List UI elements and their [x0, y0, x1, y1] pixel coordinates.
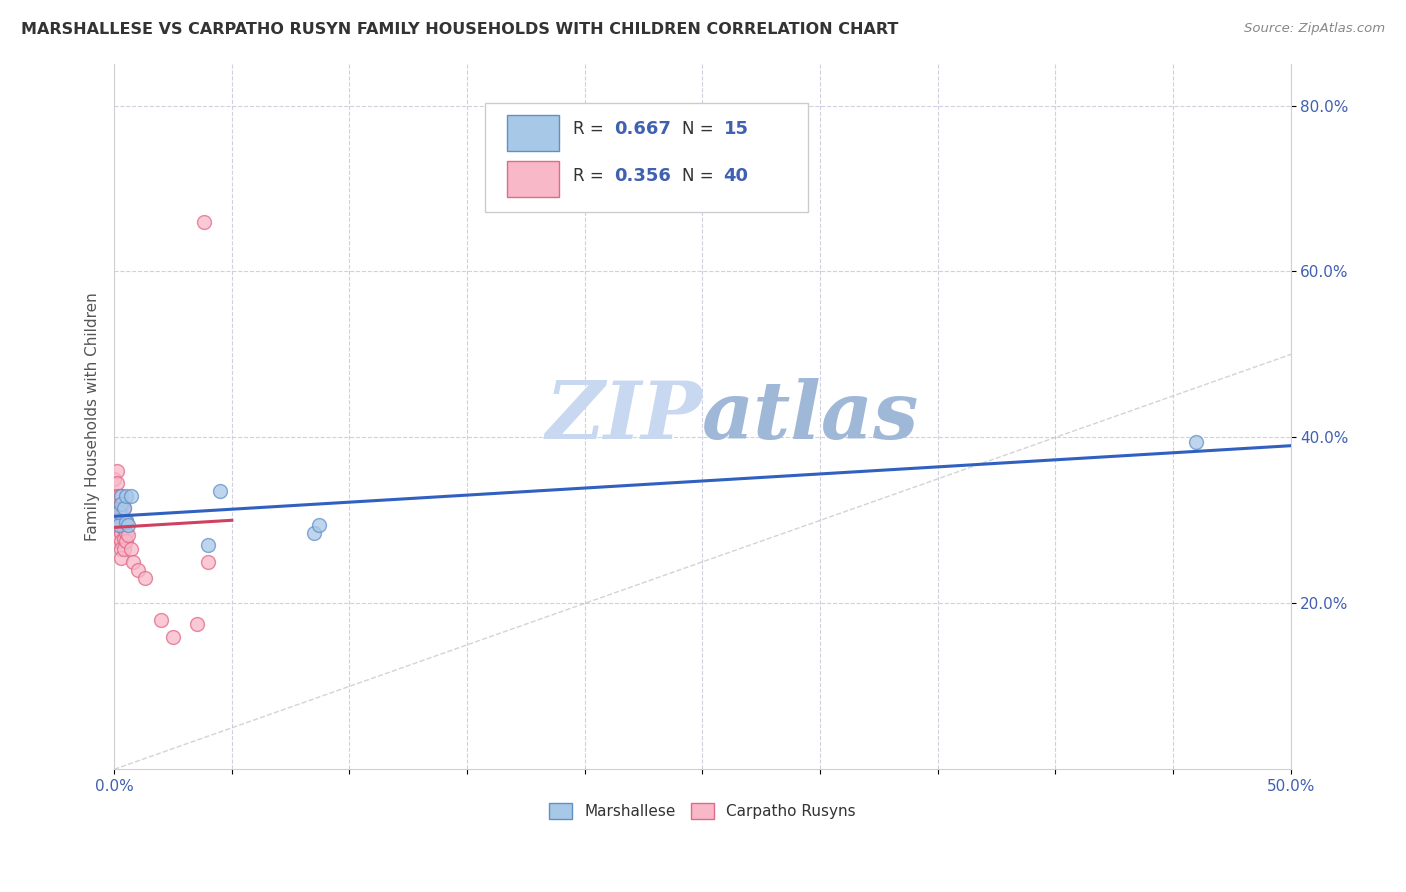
Text: R =: R = [574, 167, 609, 185]
Point [162, 630, 184, 644]
Point [108, 517, 131, 532]
Point [117, 517, 139, 532]
Point [115, 488, 138, 502]
Text: atlas: atlas [703, 378, 920, 456]
Point [112, 500, 135, 515]
Text: Source: ZipAtlas.com: Source: ZipAtlas.com [1244, 22, 1385, 36]
Point [108, 488, 131, 502]
Point [308, 517, 330, 532]
Point [105, 488, 128, 502]
Point [108, 517, 131, 532]
FancyBboxPatch shape [485, 103, 808, 212]
Point [112, 522, 135, 536]
Point [302, 525, 325, 540]
Point [105, 534, 128, 549]
Point [105, 513, 128, 527]
Point [110, 488, 132, 502]
Point [115, 513, 138, 527]
Point [105, 464, 128, 478]
Point [105, 509, 128, 524]
Point [105, 517, 128, 532]
Point [105, 500, 128, 515]
Text: 0.356: 0.356 [614, 167, 671, 185]
Text: ZIP: ZIP [546, 378, 703, 456]
Text: N =: N = [682, 120, 720, 138]
Point [115, 515, 138, 529]
Text: R =: R = [574, 120, 609, 138]
Point [127, 563, 149, 577]
Point [108, 505, 131, 519]
Text: MARSHALLESE VS CARPATHO RUSYN FAMILY HOUSEHOLDS WITH CHILDREN CORRELATION CHART: MARSHALLESE VS CARPATHO RUSYN FAMILY HOU… [21, 22, 898, 37]
Point [110, 488, 132, 502]
Point [110, 497, 132, 511]
Point [115, 525, 138, 540]
Point [112, 513, 135, 527]
Point [150, 613, 173, 627]
Text: 0.667: 0.667 [614, 120, 671, 138]
Point [112, 532, 135, 546]
Point [108, 530, 131, 544]
Point [112, 542, 135, 557]
Point [122, 555, 145, 569]
Text: N =: N = [682, 167, 720, 185]
FancyBboxPatch shape [508, 161, 558, 197]
Point [134, 572, 156, 586]
Point [110, 525, 132, 540]
Point [112, 500, 135, 515]
Point [186, 617, 208, 632]
Point [110, 517, 132, 532]
Point [105, 476, 128, 491]
Y-axis label: Family Households with Children: Family Households with Children [86, 293, 100, 541]
Point [108, 509, 131, 524]
Point [110, 542, 132, 557]
Point [120, 542, 142, 557]
Legend: Marshallese, Carpatho Rusyns: Marshallese, Carpatho Rusyns [543, 797, 862, 825]
Point [193, 215, 215, 229]
Point [117, 528, 139, 542]
Point [209, 484, 232, 499]
Point [103, 472, 125, 486]
Point [108, 500, 131, 515]
Point [110, 509, 132, 524]
Point [115, 534, 138, 549]
Point [120, 488, 142, 502]
Point [110, 500, 132, 515]
Point [110, 550, 132, 565]
Point [197, 555, 219, 569]
Point [1185, 434, 1208, 449]
Point [105, 525, 128, 540]
FancyBboxPatch shape [508, 115, 558, 151]
Point [197, 538, 219, 552]
Text: 15: 15 [724, 120, 748, 138]
Text: 40: 40 [724, 167, 748, 185]
Point [110, 534, 132, 549]
